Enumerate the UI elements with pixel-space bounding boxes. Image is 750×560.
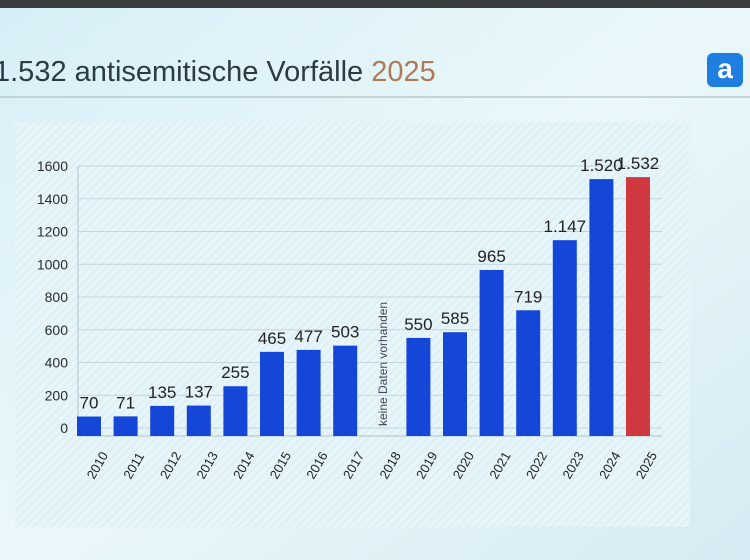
x-tick-label: 2024 [596,449,623,482]
bar-2022 [516,310,541,436]
y-tick-label: 1600 [37,158,68,174]
data-label-2015: 465 [258,329,286,348]
data-label-2024: 1.520 [580,156,623,175]
x-tick-label: 2020 [450,449,477,482]
data-label-2019: 550 [404,315,432,334]
page-title: 1.532 antisemitische Vorfälle 2025 [0,56,436,89]
bar-2011 [113,416,138,436]
data-label-2012: 135 [148,383,176,402]
data-label-2010: 70 [80,394,99,413]
data-label-2025: 1.532 [617,154,660,173]
x-tick-label: 2011 [120,450,147,482]
x-tick-label: 2018 [376,449,403,482]
x-tick-label: 2021 [486,449,513,482]
bar-2023 [552,240,577,436]
y-tick-label: 200 [45,387,69,403]
y-tick-label: 0 [60,420,68,436]
bar-2019 [406,337,431,436]
bar-2021 [479,269,504,436]
x-tick-label: 2014 [230,449,257,482]
data-label-2022: 719 [514,287,542,306]
bar-2020 [443,332,467,436]
data-label-2016: 477 [294,327,322,346]
y-tick-label: 600 [45,322,69,338]
bar-2012 [150,405,175,436]
x-tick-label: 2016 [303,449,330,482]
data-label-2020: 585 [441,309,469,328]
no-data-annotation: keine Daten vorhanden [376,302,390,426]
x-tick-label: 2015 [267,449,294,482]
bar-2015 [260,351,284,436]
y-tick-label: 1200 [37,224,68,240]
title-text: 1.532 antisemitische Vorfälle [0,56,364,88]
data-label-2021: 965 [477,247,505,266]
data-label-2011: 71 [116,393,135,412]
data-label-2013: 137 [185,383,213,402]
bar-2010 [77,416,101,436]
title-year: 2025 [371,56,436,88]
bar-2013 [186,405,211,436]
bar-2024 [589,179,614,436]
x-tick-label: 2012 [157,449,184,482]
data-label-2023: 1.147 [544,217,587,236]
bar-2025 [626,177,650,436]
y-tick-label: 400 [45,355,69,371]
bar-2016 [296,349,321,436]
data-label-2014: 255 [221,363,249,382]
broadcaster-logo: a [707,53,743,87]
y-tick-label: 800 [45,289,69,305]
data-label-2017: 503 [331,323,359,342]
x-tick-label: 2013 [193,449,220,482]
x-tick-label: 2010 [84,449,111,482]
x-tick-label: 2022 [523,449,550,482]
y-tick-label: 1400 [37,191,68,207]
x-tick-label: 2017 [340,449,367,482]
x-tick-label: 2025 [633,449,660,482]
x-tick-label: 2023 [559,449,586,482]
y-tick-label: 1000 [37,256,68,272]
bar-2014 [223,386,248,436]
x-tick-label: 2019 [413,449,440,482]
bar-2017 [333,345,358,436]
